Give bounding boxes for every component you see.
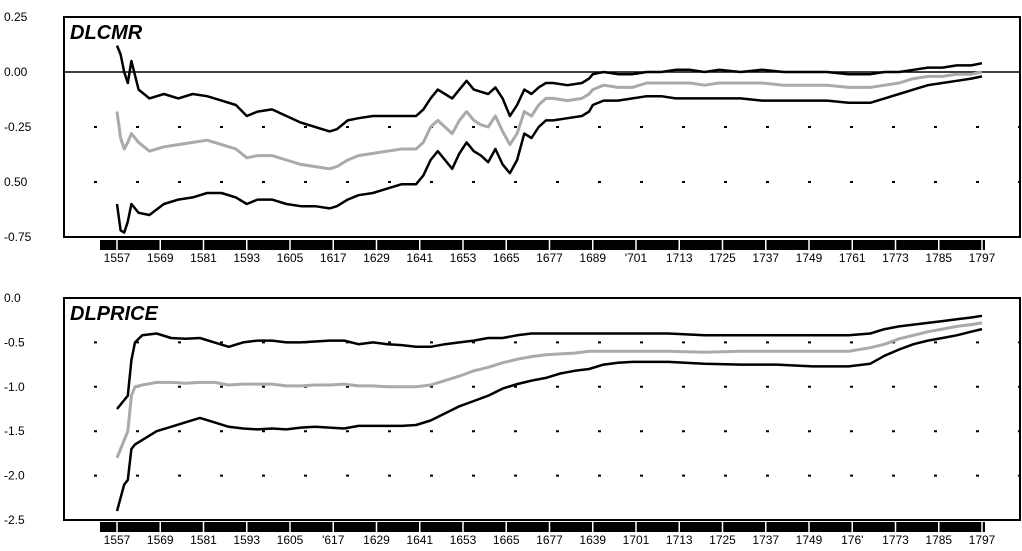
x-tick-label: 1593: [233, 533, 260, 547]
x-tick-label: 1629: [363, 533, 390, 547]
y-tick-label: -1.0: [4, 380, 25, 394]
y-tick-label: -2.0: [4, 469, 25, 483]
x-tick-label: 1713: [666, 251, 693, 265]
x-tick-label: '701: [625, 251, 648, 265]
y-tick-label: 0.50: [4, 175, 28, 189]
y-tick-label: -2.5: [4, 513, 25, 527]
x-tick-label: 1725: [709, 533, 736, 547]
x-tick-label: '617: [322, 533, 345, 547]
x-tick-label: 1773: [882, 251, 909, 265]
series-line-2: [115, 75, 983, 234]
x-tick-label: 1569: [147, 251, 174, 265]
chart-title: DLPRICE: [70, 303, 158, 325]
x-tick-label: 1593: [233, 251, 260, 265]
x-tick-label: 1665: [493, 533, 520, 547]
plot-frame: [63, 16, 1021, 238]
x-tick-label: 1677: [536, 251, 563, 265]
x-tick-label: 1689: [579, 251, 606, 265]
x-tick-label: 1725: [709, 251, 736, 265]
x-tick-label: 1653: [450, 533, 477, 547]
y-tick-label: -0.25: [4, 120, 32, 134]
x-tick-label: 1713: [666, 533, 693, 547]
y-tick-label: 0.00: [4, 65, 28, 79]
x-tick-label: 1785: [925, 251, 952, 265]
x-tick-label: 1761: [839, 251, 866, 265]
x-tick-label: 1639: [579, 533, 606, 547]
x-tick-label: 1569: [147, 533, 174, 547]
x-tick-label: 1749: [796, 251, 823, 265]
x-tick-label: 176': [841, 533, 863, 547]
y-tick-label: -1.5: [4, 424, 25, 438]
x-tick-label: 1641: [406, 533, 433, 547]
x-tick-label: 1785: [925, 533, 952, 547]
x-tick-label: 1557: [104, 533, 131, 547]
x-tick-label: 1605: [277, 251, 304, 265]
x-tick-label: 1773: [882, 533, 909, 547]
series-line-0: [115, 45, 983, 133]
x-tick-label: 1665: [493, 251, 520, 265]
y-tick-label: 0.25: [4, 10, 28, 24]
x-tick-label: 1641: [406, 251, 433, 265]
x-tick-label: 1677: [536, 533, 563, 547]
series-line-1: [115, 70, 983, 171]
x-tick-label: 1605: [277, 533, 304, 547]
series-line-1: [115, 321, 983, 459]
series-line-0: [116, 314, 983, 410]
x-tick-label: 1653: [450, 251, 477, 265]
x-tick-label: 1737: [752, 533, 779, 547]
x-tick-label: 1737: [752, 251, 779, 265]
x-tick-label: 1557: [104, 251, 131, 265]
x-tick-label: 1581: [190, 251, 217, 265]
plot-frame: [63, 297, 1021, 521]
chart-title: DLCMR: [70, 22, 143, 44]
y-tick-label: -0.5: [4, 335, 25, 349]
x-tick-label: 1581: [190, 533, 217, 547]
x-tick-label: 1629: [363, 251, 390, 265]
x-tick-label: 1797: [969, 251, 996, 265]
x-tick-label: 1701: [623, 533, 650, 547]
x-tick-label: 1617: [320, 251, 347, 265]
x-tick-label: 1797: [969, 533, 996, 547]
y-tick-label: 0.0: [4, 291, 21, 305]
series-line-2: [115, 327, 983, 512]
title-background: [66, 300, 181, 324]
x-tick-label: 1749: [796, 533, 823, 547]
title-background: [66, 19, 166, 43]
y-tick-label: -0.75: [4, 230, 32, 244]
